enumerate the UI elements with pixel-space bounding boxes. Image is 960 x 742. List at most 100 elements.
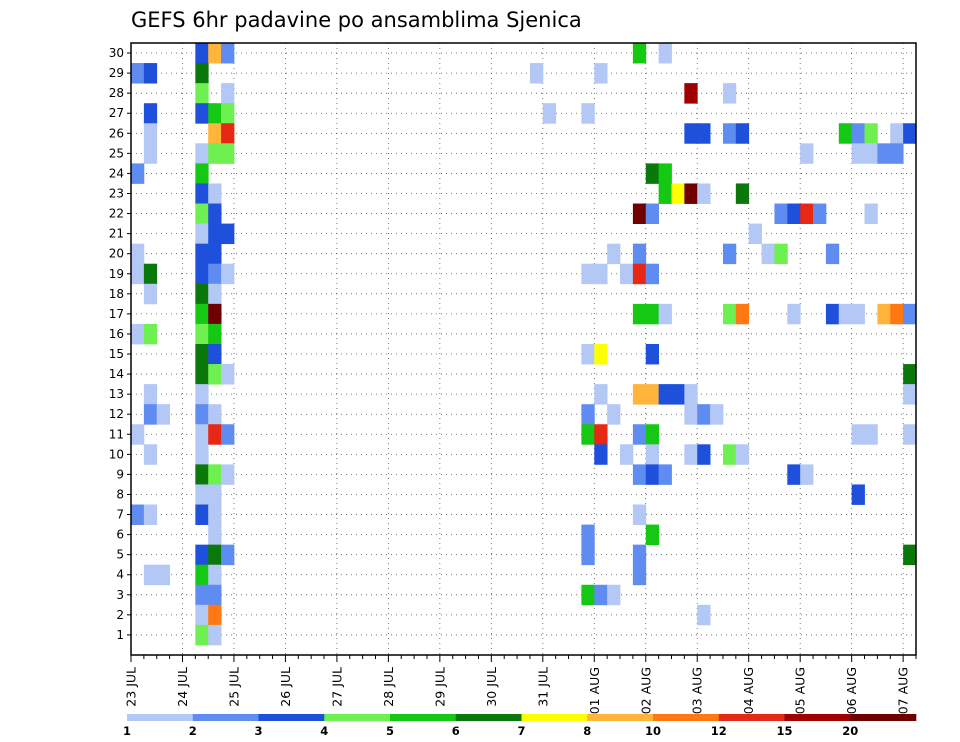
heatmap-cell bbox=[813, 203, 827, 224]
heatmap-cell bbox=[208, 103, 222, 124]
heatmap-cell bbox=[208, 624, 222, 646]
y-tick-label: 24 bbox=[109, 166, 124, 180]
heatmap-cell bbox=[195, 404, 209, 425]
heatmap-cell bbox=[581, 544, 595, 566]
heatmap-cell bbox=[645, 163, 660, 184]
y-tick-label: 10 bbox=[109, 447, 124, 461]
colorbar-label: 4 bbox=[320, 724, 328, 738]
heatmap-cell bbox=[594, 63, 608, 84]
heatmap-cell bbox=[671, 384, 685, 405]
y-tick-label: 16 bbox=[109, 327, 124, 341]
heatmap-cell bbox=[735, 183, 750, 204]
heatmap-cell bbox=[131, 263, 145, 285]
y-tick-label: 12 bbox=[109, 407, 124, 421]
colorbar-label: 6 bbox=[452, 724, 460, 738]
heatmap-cell bbox=[697, 123, 711, 144]
heatmap-cell bbox=[632, 464, 647, 485]
heatmap-cell bbox=[645, 343, 660, 365]
heatmap-cell bbox=[195, 564, 209, 586]
heatmap-cell bbox=[864, 424, 878, 445]
heatmap-cell bbox=[195, 283, 209, 305]
heatmap-cell bbox=[195, 424, 209, 445]
heatmap-cell bbox=[838, 123, 853, 144]
y-axis: 1234567891011121314151617181920212223242… bbox=[109, 46, 131, 642]
heatmap-cell bbox=[684, 83, 698, 104]
heatmap-cell bbox=[735, 303, 750, 325]
heatmap-cell bbox=[131, 63, 145, 84]
heatmap-cell bbox=[143, 404, 158, 425]
heatmap-cell bbox=[208, 243, 222, 265]
heatmap-cell bbox=[594, 444, 608, 465]
heatmap-cells bbox=[131, 43, 917, 646]
heatmap-cell bbox=[221, 123, 235, 144]
heatmap-cell bbox=[632, 504, 647, 525]
heatmap-cell bbox=[722, 303, 737, 325]
heatmap-cell bbox=[710, 404, 724, 425]
colorbar-label: 7 bbox=[517, 724, 525, 738]
heatmap-cell bbox=[800, 203, 814, 224]
colorbar-swatch bbox=[587, 714, 654, 721]
heatmap-cell bbox=[195, 323, 209, 345]
heatmap-cell bbox=[903, 384, 917, 405]
y-tick-label: 1 bbox=[116, 628, 124, 642]
heatmap-cell bbox=[195, 624, 209, 646]
heatmap-cell bbox=[903, 424, 917, 445]
heatmap-cell bbox=[594, 263, 608, 285]
heatmap-cell bbox=[208, 564, 222, 586]
heatmap-cell bbox=[658, 384, 672, 405]
heatmap-cell bbox=[722, 83, 737, 104]
y-tick-label: 8 bbox=[116, 487, 124, 501]
x-tick-label: 06 AUG bbox=[844, 667, 859, 714]
y-tick-label: 30 bbox=[109, 46, 124, 60]
colorbar-label: 15 bbox=[776, 724, 792, 738]
plot-frame bbox=[130, 42, 917, 656]
heatmap-cell bbox=[581, 263, 595, 285]
heatmap-cell bbox=[864, 123, 878, 144]
colorbar-label: 5 bbox=[386, 724, 394, 738]
heatmap-cell bbox=[787, 464, 801, 485]
colorbar-label: 12 bbox=[711, 724, 727, 738]
heatmap-cell bbox=[658, 163, 672, 184]
heatmap-cell bbox=[195, 504, 209, 525]
colorbar-swatch bbox=[127, 714, 194, 721]
heatmap-cell bbox=[645, 524, 660, 546]
heatmap-cell bbox=[877, 303, 891, 325]
heatmap-cell bbox=[208, 404, 222, 425]
heatmap-cell bbox=[632, 263, 647, 285]
heatmap-cell bbox=[581, 103, 595, 124]
heatmap-cell bbox=[645, 303, 660, 325]
heatmap-cell bbox=[632, 424, 647, 445]
y-tick-label: 18 bbox=[109, 287, 124, 301]
heatmap-cell bbox=[645, 263, 660, 285]
heatmap-cell bbox=[195, 303, 209, 325]
heatmap-cell bbox=[208, 584, 222, 606]
heatmap-cell bbox=[195, 604, 209, 626]
heatmap-cell bbox=[143, 444, 158, 465]
y-tick-label: 28 bbox=[109, 86, 124, 100]
heatmap-cell bbox=[195, 444, 209, 465]
colorbar-swatch bbox=[653, 714, 720, 721]
heatmap-cell bbox=[542, 103, 557, 124]
heatmap-cell bbox=[208, 223, 222, 245]
heatmap-cell bbox=[877, 143, 891, 164]
y-tick-label: 21 bbox=[109, 227, 124, 241]
heatmap-cell bbox=[697, 183, 711, 204]
heatmap-cell bbox=[221, 43, 235, 64]
heatmap-cell bbox=[143, 384, 158, 405]
colorbar-label: 10 bbox=[645, 724, 661, 738]
heatmap-cell bbox=[581, 424, 595, 445]
heatmap-cell bbox=[143, 63, 158, 84]
heatmap-cell bbox=[632, 384, 647, 405]
colorbar-swatch bbox=[521, 714, 588, 721]
heatmap-cell bbox=[851, 143, 865, 164]
heatmap-cell bbox=[632, 43, 647, 64]
heatmap-cell bbox=[208, 203, 222, 224]
colorbar-label: 20 bbox=[842, 724, 858, 738]
heatmap-cell bbox=[903, 303, 917, 325]
heatmap-cell bbox=[208, 464, 222, 485]
x-tick-label: 03 AUG bbox=[690, 667, 705, 714]
x-tick-label: 27 JUL bbox=[329, 667, 344, 707]
heatmap-cell bbox=[581, 584, 595, 606]
heatmap-cell bbox=[221, 263, 235, 285]
heatmap-cell bbox=[851, 484, 865, 505]
